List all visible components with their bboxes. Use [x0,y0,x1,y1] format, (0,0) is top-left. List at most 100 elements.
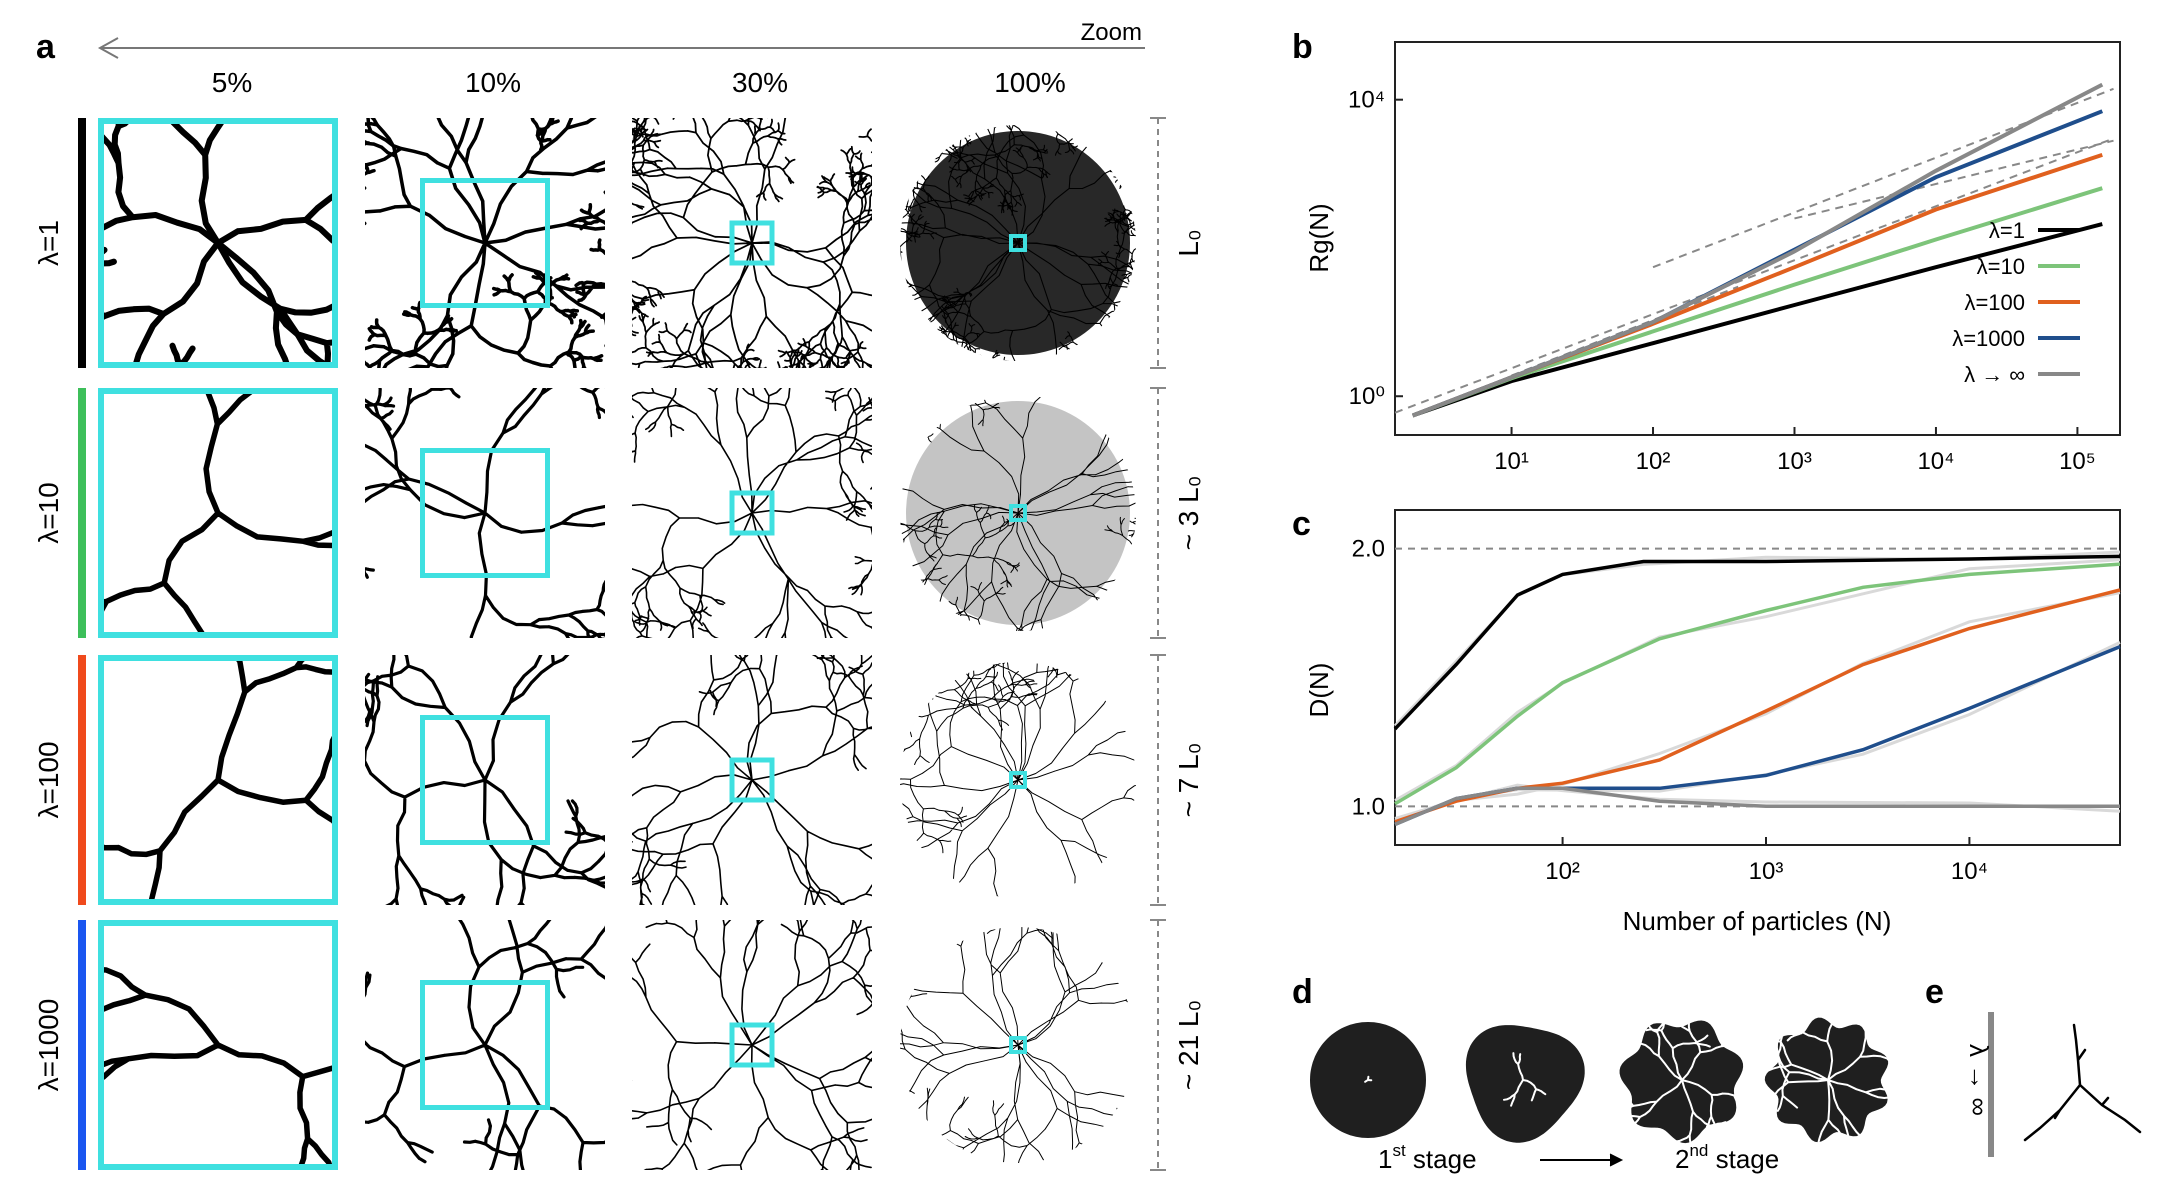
series-line [1411,82,2104,418]
zoom-box [98,920,338,1170]
panel-d: d 1st stage 2nd stage [1292,973,1912,1174]
x-tick-label: 10³ [1777,448,1812,475]
stage-arrow-head-icon [1609,1153,1624,1167]
stage2-label: 2nd stage [1675,1141,1779,1174]
lambda-row: λ=1000 ~ 21 L₀ [33,919,1204,1171]
series-line [1394,644,2121,827]
column-header-30: 30% [732,67,788,98]
dla-cluster [98,118,338,368]
zoom-box [98,655,338,905]
panel-b-series [1411,82,2104,418]
series-line [1394,786,2120,827]
dla-cluster [365,118,605,368]
lambda-label: λ=100 [33,741,64,818]
lambda-color-bar [78,920,86,1170]
lambda-row: λ=100 ~ 7 L₀ [33,654,1204,906]
panel-c-axes-frame [1394,509,2121,846]
zoom-box [1009,771,1027,789]
panel-c-ylabel: D(N) [1304,663,1334,718]
panel-e: e λ → ∞ [1925,973,2142,1157]
zoom-cell [900,395,1136,631]
series-line [1393,554,2121,731]
panel-a: a Zoom 5% 10% 30% 100% λ=1 L₀ λ=10 ~ 3 L₀ λ=… [33,19,1204,1171]
zoom-cell [365,388,605,638]
panel-a-label: a [36,28,56,66]
stage1-sup: st [1392,1141,1406,1160]
panel-c-ticks: 10² 10³ 10⁴ 1.0 2.0 [1352,536,2120,885]
zoom-box [1009,504,1027,522]
stage1-number: 1 [1378,1144,1392,1174]
zoom-box [729,220,775,266]
size-label-group: ~ 21 L₀ [1173,1000,1204,1090]
legend-label: λ=1 [1989,218,2025,243]
column-header-10: 10% [465,67,521,98]
dla-cluster [900,125,1136,361]
y-tick-label: 1.0 [1352,793,1385,820]
dla-cluster [98,388,338,638]
panel-c-series [1393,550,2121,827]
panel-e-label: e [1925,973,1944,1011]
lambda-label-group: λ=1 [33,220,64,266]
stage-inner-cluster [1503,1052,1547,1107]
y-tick-label: 10⁴ [1348,87,1385,114]
panel-e-lambda-label: λ → ∞ [1964,1044,1994,1116]
x-tick-label: 10⁴ [1951,858,1988,885]
stage2-word: stage [1708,1144,1779,1174]
legend-label: λ=10 [1977,254,2025,279]
legend-label: λ → ∞ [1964,362,2025,387]
stage-inner-cluster [1364,1075,1373,1083]
y-tick-label: 2.0 [1352,536,1385,563]
panel-d-stage-images [1310,1000,1912,1163]
zoom-box [729,757,775,803]
dla-cluster [900,662,1136,898]
legend-label: λ=100 [1964,290,2025,315]
legend-label: λ=1000 [1952,326,2025,351]
panel-a-grid: λ=1 L₀ λ=10 ~ 3 L₀ λ=100 ~ 7 L₀ λ=1000 ~ 21 L₀ [33,117,1204,1171]
size-label-group: ~ 7 L₀ [1173,743,1204,818]
zoom-box [729,490,775,536]
panel-e-lambda-bar [1988,1012,1994,1157]
lambda-label: λ=10 [33,482,64,544]
panel-c-label: c [1292,505,1311,543]
panel-e-lambda-group: λ → ∞ [1964,1044,1994,1116]
lambda-color-bar [78,655,86,905]
series-noise-trace [1394,558,2121,802]
dla-cluster [632,920,872,1170]
panel-b-label: b [1292,28,1313,66]
zoom-box [420,715,550,845]
dla-cluster [2023,1023,2142,1142]
x-tick-label: 10² [1636,448,1671,475]
column-header-5: 5% [212,67,252,98]
lambda-color-bar [78,118,86,368]
panel-c-xlabel: Number of particles (N) [1623,906,1892,936]
column-header-100: 100% [994,67,1066,98]
stage1-word: stage [1406,1144,1477,1174]
x-tick-label: 10¹ [1494,448,1529,475]
stage-inner-cluster [1615,1014,1751,1153]
size-label: ~ 3 L₀ [1173,476,1204,551]
zoom-cell [632,388,872,638]
dla-cluster [900,395,1136,631]
fit-line [1394,137,2114,414]
zoom-cell [632,920,872,1170]
zoom-cell [98,388,338,638]
size-label-group: ~ 3 L₀ [1173,476,1204,551]
lambda-label: λ=1000 [33,999,64,1092]
zoom-cell [98,920,338,1170]
lambda-label: λ=1 [33,220,64,266]
zoom-cell [632,118,872,368]
zoom-box [1009,234,1027,252]
lambda-color-bar [78,388,86,638]
dla-cluster [98,966,338,1170]
dla-cluster [632,118,872,368]
series-noise-trace [1393,550,2121,727]
y-tick-label: 10⁰ [1349,383,1385,410]
zoom-label: Zoom [1081,19,1142,46]
x-tick-label: 10³ [1749,858,1784,885]
stage-inner-cluster [1749,1000,1912,1163]
lambda-row: λ=1 L₀ [33,117,1204,369]
zoom-box [98,118,338,368]
zoom-cell [900,125,1136,361]
stage1-label: 1st stage [1378,1141,1477,1174]
